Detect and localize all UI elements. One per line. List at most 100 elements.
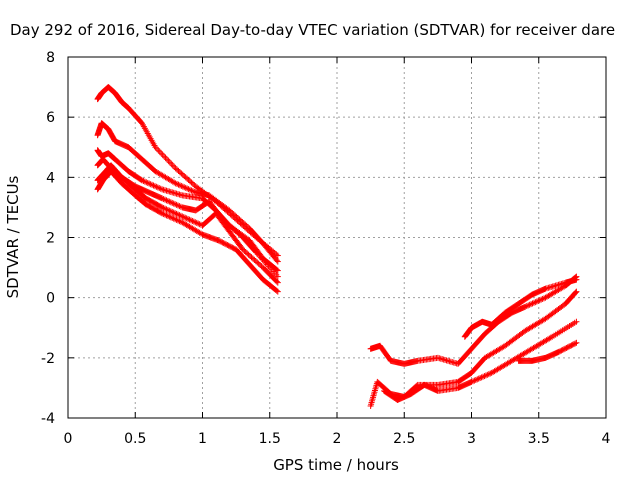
data-point xyxy=(240,220,247,227)
data-point xyxy=(169,199,176,206)
data-point xyxy=(236,231,243,238)
data-point xyxy=(274,273,281,280)
data-point xyxy=(572,289,579,296)
data-point xyxy=(477,375,484,382)
data-point xyxy=(189,180,196,187)
data-point xyxy=(257,262,264,269)
data-point xyxy=(157,209,164,216)
data-point xyxy=(232,212,239,219)
data-point xyxy=(179,171,186,178)
sat-track-8 xyxy=(461,276,580,340)
data-point xyxy=(247,252,254,259)
sat-track-7 xyxy=(367,273,580,367)
y-tick-label: -2 xyxy=(41,351,55,367)
data-point xyxy=(166,207,173,214)
data-point xyxy=(484,371,491,378)
sat-track-11 xyxy=(515,339,580,364)
data-point xyxy=(273,287,280,294)
data-point xyxy=(185,186,192,193)
data-point xyxy=(274,267,281,274)
data-point xyxy=(167,199,174,206)
data-point xyxy=(273,266,280,273)
data-point xyxy=(158,150,165,157)
data-point xyxy=(155,147,162,154)
data-point xyxy=(144,179,151,186)
data-point xyxy=(573,339,580,346)
data-point xyxy=(150,182,157,189)
data-point xyxy=(481,373,488,380)
data-point xyxy=(164,206,171,213)
data-point xyxy=(547,334,554,341)
data-point xyxy=(167,214,174,221)
data-point xyxy=(472,376,479,383)
data-point xyxy=(236,216,243,223)
data-point xyxy=(178,182,185,189)
data-point xyxy=(167,208,174,215)
data-point xyxy=(482,372,489,379)
data-point xyxy=(195,220,202,227)
x-tick-label: 1.5 xyxy=(259,431,281,447)
x-tick-label: 0.5 xyxy=(124,431,146,447)
x-tick-label: 3.5 xyxy=(528,431,550,447)
data-point xyxy=(533,298,540,305)
y-tick-label: -4 xyxy=(41,411,55,427)
data-point xyxy=(237,217,244,224)
data-point xyxy=(254,259,261,266)
y-axis-label: SDTVAR / TECUs xyxy=(4,175,22,298)
data-point xyxy=(189,217,196,224)
axis-ticks xyxy=(67,56,607,419)
data-point xyxy=(178,170,185,177)
data-point xyxy=(480,373,487,380)
data-point xyxy=(539,295,546,302)
data-point xyxy=(535,297,542,304)
data-point xyxy=(572,340,579,347)
data-point xyxy=(157,185,164,192)
data-point xyxy=(175,217,182,224)
y-tick-labels: -4 -2 0 2 4 6 8 xyxy=(41,50,55,427)
data-point xyxy=(573,318,580,325)
data-point xyxy=(231,226,238,233)
data-point xyxy=(172,210,179,217)
data-point xyxy=(193,219,200,226)
x-axis-label: GPS time / hours xyxy=(273,456,399,474)
data-point xyxy=(175,202,182,209)
data-point xyxy=(172,216,179,223)
data-point xyxy=(176,212,183,219)
data-point xyxy=(175,181,182,188)
data-point xyxy=(184,185,191,192)
data-point xyxy=(161,153,168,160)
x-tick-label: 3 xyxy=(467,431,476,447)
data-point xyxy=(153,183,160,190)
data-point xyxy=(474,376,481,383)
data-point xyxy=(229,210,236,217)
y-tick-label: 0 xyxy=(46,291,55,307)
sat-track-6 xyxy=(94,168,281,295)
y-tick-label: 4 xyxy=(46,170,55,186)
data-point xyxy=(255,260,262,267)
data-point xyxy=(274,288,281,295)
data-point xyxy=(163,212,170,219)
data-point xyxy=(188,187,195,194)
x-tick-label: 4 xyxy=(602,431,611,447)
data-point xyxy=(138,177,145,184)
data-point xyxy=(166,198,173,205)
data-point xyxy=(232,228,239,235)
data-point xyxy=(536,297,543,304)
data-point xyxy=(185,216,192,223)
sat-track-2 xyxy=(94,120,281,265)
data-point xyxy=(159,151,166,158)
data-point xyxy=(140,177,147,184)
data-point xyxy=(538,296,545,303)
data-point xyxy=(173,201,180,208)
y-tick-label: 2 xyxy=(46,231,55,247)
data-point xyxy=(176,169,183,176)
data-point xyxy=(241,247,248,254)
data-point xyxy=(156,148,163,155)
data-point xyxy=(273,257,280,264)
data-point xyxy=(182,174,189,181)
data-point xyxy=(164,213,171,220)
data-point xyxy=(165,157,172,164)
data-point xyxy=(243,222,250,229)
data-point xyxy=(168,160,175,167)
data-point xyxy=(529,300,536,307)
